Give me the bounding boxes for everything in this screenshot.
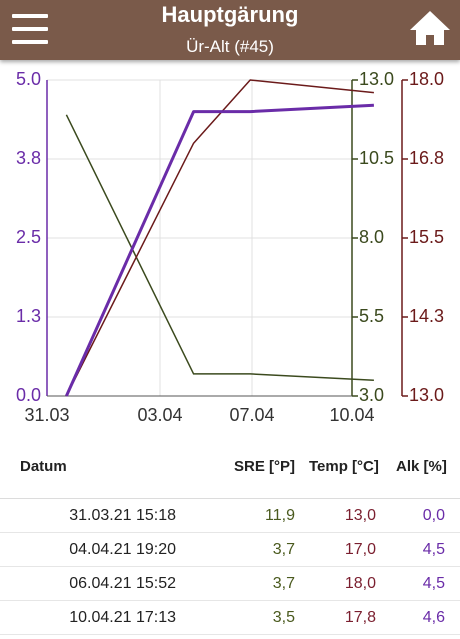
app-bar: Hauptgärung Ür-Alt (#45)	[0, 0, 460, 60]
cell-sre: 3,5	[272, 609, 295, 626]
alk-tick-label: 2.5	[16, 227, 41, 247]
cell-alk: 4,5	[422, 575, 445, 592]
temp-tick-label: 13.0	[409, 385, 444, 405]
cell-datum: 10.04.21 17:13	[69, 609, 176, 626]
alk-tick-label: 5.0	[16, 69, 41, 89]
page-subtitle: Ür-Alt (#45)	[186, 37, 274, 56]
alk-tick-label: 0.0	[16, 385, 41, 405]
cell-alk: 4,5	[422, 541, 445, 558]
temp-tick-label: 16.8	[409, 148, 444, 168]
cell-temp: 17,0	[344, 541, 376, 558]
temp-tick-label: 14.3	[409, 306, 444, 326]
x-tick-label: 10.04	[329, 405, 374, 425]
chart-tick-labels: 0.0 3.0 13.0 1.3 5.5 14.3 2.5 8.0 15.5 3.8 10.5 16.…	[16, 69, 444, 425]
cell-datum: 31.03.21 15:18	[69, 507, 176, 524]
x-tick-label: 31.03	[24, 405, 69, 425]
temp-tick-label: 18.0	[409, 69, 444, 89]
column-header-sre[interactable]: SRE [°P]	[234, 458, 296, 475]
table-row[interactable]: 10.04.21 17:13 3,5 17,8 4,6	[0, 601, 460, 635]
fermentation-chart: 0.0 3.0 13.0 1.3 5.5 14.3 2.5 8.0 15.5 3.8 10.5 16.…	[16, 69, 444, 425]
cell-sre: 11,9	[265, 507, 295, 524]
x-tick-label: 03.04	[137, 405, 182, 425]
series-line-alk	[65, 103, 374, 397]
table-row[interactable]: 31.03.21 15:18 11,9 13,0 0,0	[0, 499, 460, 533]
table-row[interactable]: 06.04.21 15:52 3,7 18,0 4,5	[0, 567, 460, 601]
cell-sre: 3,7	[272, 575, 295, 592]
alk-tick-label: 1.3	[16, 306, 41, 326]
sre-tick-label: 3.0	[359, 385, 384, 405]
sre-tick-label: 8.0	[359, 227, 384, 247]
chart-grid	[46, 79, 353, 397]
cell-temp: 18,0	[344, 575, 376, 592]
alk-tick-label: 3.8	[16, 148, 41, 168]
cell-alk: 4,6	[422, 609, 445, 626]
table-header: Datum SRE [°P] Temp [°C] Alk [%]	[0, 448, 460, 499]
cell-alk: 0,0	[422, 507, 445, 524]
cell-temp: 13,0	[344, 507, 376, 524]
home-icon[interactable]	[408, 8, 452, 48]
chart-series	[65, 79, 374, 397]
column-header-alk[interactable]: Alk [%]	[396, 458, 447, 475]
cell-sre: 3,7	[272, 541, 295, 558]
x-tick-label: 07.04	[229, 405, 274, 425]
page-title: Hauptgärung	[161, 2, 299, 27]
chart-axes	[46, 79, 408, 397]
table-row[interactable]: 04.04.21 19:20 3,7 17,0 4,5	[0, 533, 460, 567]
cell-datum: 04.04.21 19:20	[69, 541, 176, 558]
sre-tick-label: 5.5	[359, 306, 384, 326]
cell-datum: 06.04.21 15:52	[69, 575, 176, 592]
hamburger-menu-icon[interactable]	[12, 14, 48, 44]
column-header-temp[interactable]: Temp [°C]	[309, 458, 379, 475]
cell-temp: 17,8	[344, 609, 376, 626]
measurement-table: Datum SRE [°P] Temp [°C] Alk [%] 31.03.2…	[0, 448, 460, 635]
series-line-sre	[65, 114, 374, 381]
sre-tick-label: 10.5	[359, 148, 394, 168]
sre-tick-label: 13.0	[359, 69, 394, 89]
temp-tick-label: 15.5	[409, 227, 444, 247]
column-header-datum[interactable]: Datum	[20, 458, 67, 475]
